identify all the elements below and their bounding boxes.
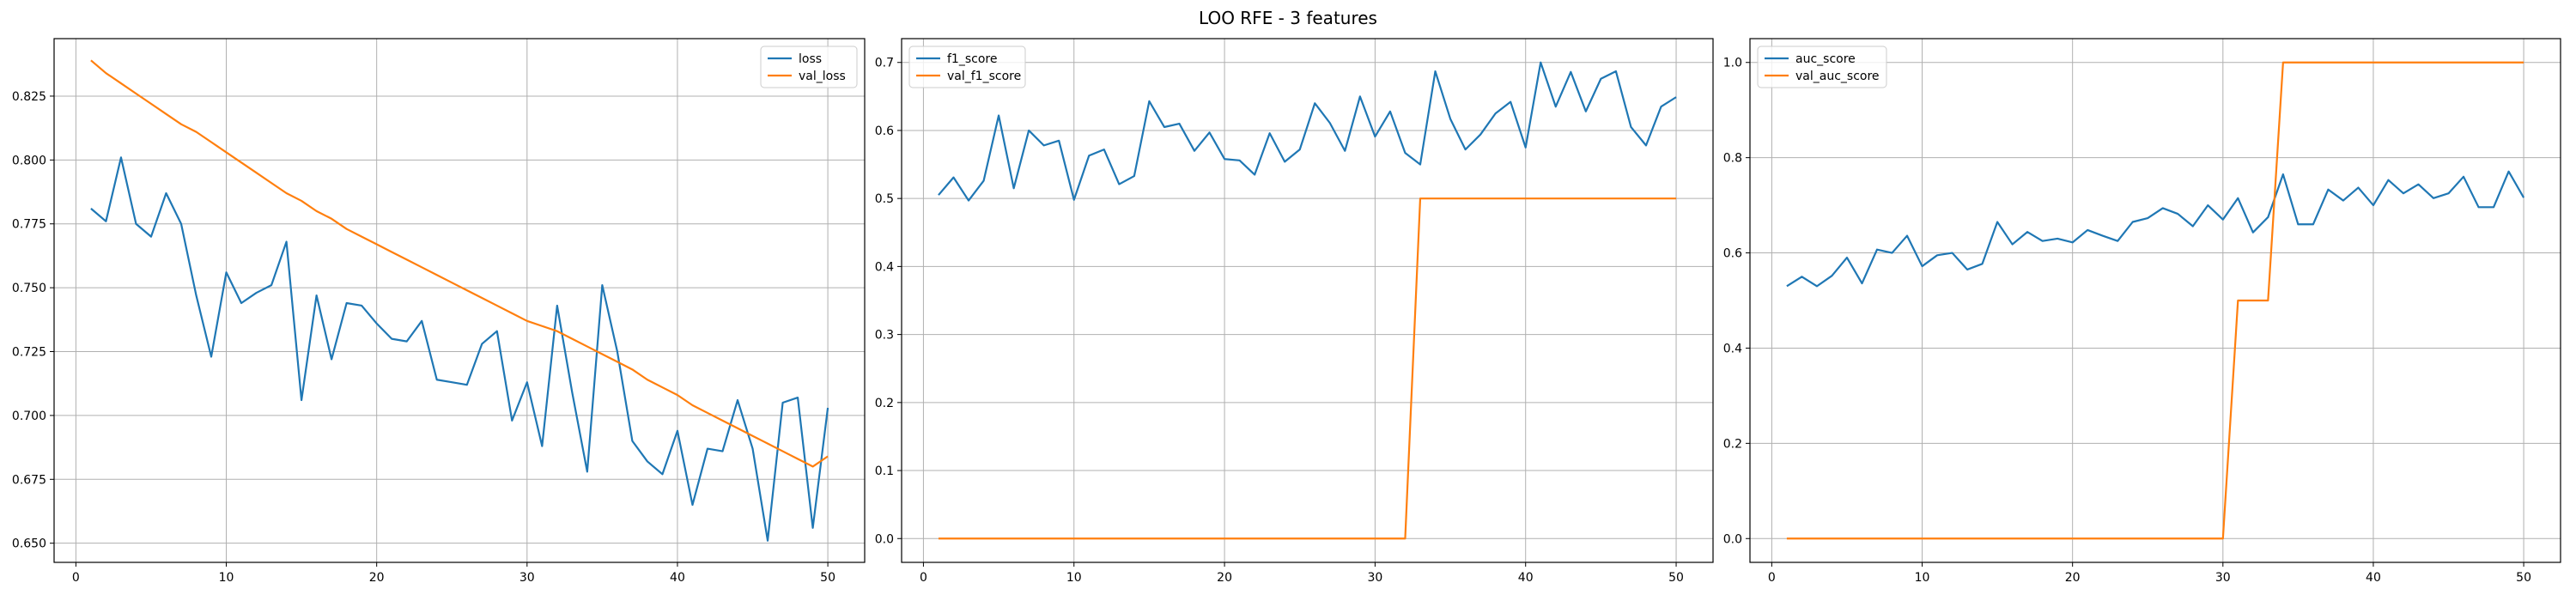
y-tick-label-7: 0.7	[875, 57, 894, 70]
x-tick-label-1: 10	[219, 571, 234, 585]
y-tick-label-1: 0.675	[12, 473, 46, 487]
series-line-val_auc_score	[1786, 61, 2524, 540]
y-tick-label-5: 0.775	[12, 218, 46, 232]
y-tick-label-4: 0.8	[1723, 152, 1742, 166]
x-tick-label-1: 10	[1066, 571, 1082, 585]
axes-frame	[53, 38, 866, 563]
legend: auc_score val_auc_score	[1757, 46, 1887, 88]
y-tick-label-2: 0.4	[1723, 342, 1742, 355]
subplot-2: 0 10 20 30 40 50 0.0 0.1 0.2 0.3 0.4 0.5 0.6 0.7 f1_sc…	[875, 38, 1714, 585]
x-tick-label-4: 40	[2366, 571, 2381, 585]
legend: f1_score val_f1_score	[908, 46, 1026, 88]
y-tick-label-3: 0.3	[875, 329, 894, 343]
y-tick-label-4: 0.4	[875, 260, 894, 274]
y-tick-label-1: 0.1	[875, 464, 894, 478]
legend-label-val_f1_score: val_f1_score	[947, 70, 1021, 83]
y-tick-label-0: 0.0	[1723, 532, 1742, 546]
y-tick-label-5: 1.0	[1723, 57, 1742, 70]
axes-frame	[901, 38, 1714, 563]
legend-box	[908, 46, 1026, 88]
x-tick-label-5: 50	[2516, 571, 2531, 585]
x-tick-label-0: 0	[1768, 571, 1776, 585]
subplots: 0 10 20 30 40 500.6500.6750.7000.7250.7500.77…	[12, 38, 2561, 585]
legend-box	[760, 46, 858, 88]
x-tick-label-2: 20	[369, 571, 385, 585]
subplot-3: 0 10 20 30 40 50 0.0 0.2 0.4 0.6 0.8 1.0 auc_scoreva…	[1723, 38, 2561, 585]
x-tick-label-5: 50	[1668, 571, 1684, 585]
y-tick-label-6: 0.6	[875, 124, 894, 138]
figure-suptitle: LOO RFE - 3 features	[1199, 8, 1377, 28]
y-tick-label-3: 0.725	[12, 346, 46, 360]
legend-label-val_loss: val_loss	[799, 70, 846, 83]
axes-frame	[1749, 38, 2561, 563]
series-line-val_loss	[90, 59, 829, 468]
legend-box	[1757, 46, 1887, 88]
series-line-f1_score	[938, 61, 1677, 202]
x-tick-label-5: 50	[820, 571, 835, 585]
legend-label-loss: loss	[799, 52, 822, 66]
y-tick-label-4: 0.750	[12, 282, 46, 295]
y-tick-label-2: 0.700	[12, 410, 46, 423]
x-tick-label-4: 40	[1518, 571, 1534, 585]
series-line-val_f1_score	[938, 197, 1677, 540]
y-tick-label-1: 0.2	[1723, 437, 1742, 451]
legend: loss val_loss	[760, 46, 858, 88]
y-tick-label-0: 0.650	[12, 537, 46, 551]
legend-label-val_auc_score: val_auc_score	[1795, 70, 1880, 83]
subplot-1: 0 10 20 30 40 50 0.650 0.675 0.700 0.725 0.750 0.77…	[12, 38, 866, 585]
x-tick-label-2: 20	[1217, 571, 1232, 585]
x-tick-label-4: 40	[670, 571, 685, 585]
y-tick-label-6: 0.800	[12, 154, 46, 167]
y-tick-label-3: 0.6	[1723, 247, 1742, 261]
x-tick-label-3: 30	[1367, 571, 1382, 585]
y-tick-label-7: 0.825	[12, 90, 46, 104]
x-tick-label-0: 0	[920, 571, 927, 585]
series-line-loss	[90, 156, 829, 542]
legend-label-auc_score: auc_score	[1795, 52, 1856, 66]
legend-label-f1_score: f1_score	[947, 52, 997, 66]
x-tick-label-3: 30	[2215, 571, 2231, 585]
x-tick-label-3: 30	[519, 571, 535, 585]
y-tick-label-2: 0.2	[875, 397, 894, 410]
y-tick-label-5: 0.5	[875, 192, 894, 206]
x-tick-label-2: 20	[2065, 571, 2081, 585]
x-tick-label-1: 10	[1915, 571, 1930, 585]
x-tick-label-0: 0	[72, 571, 80, 585]
series-line-auc_score	[1786, 170, 2525, 288]
y-tick-label-0: 0.0	[875, 532, 894, 546]
